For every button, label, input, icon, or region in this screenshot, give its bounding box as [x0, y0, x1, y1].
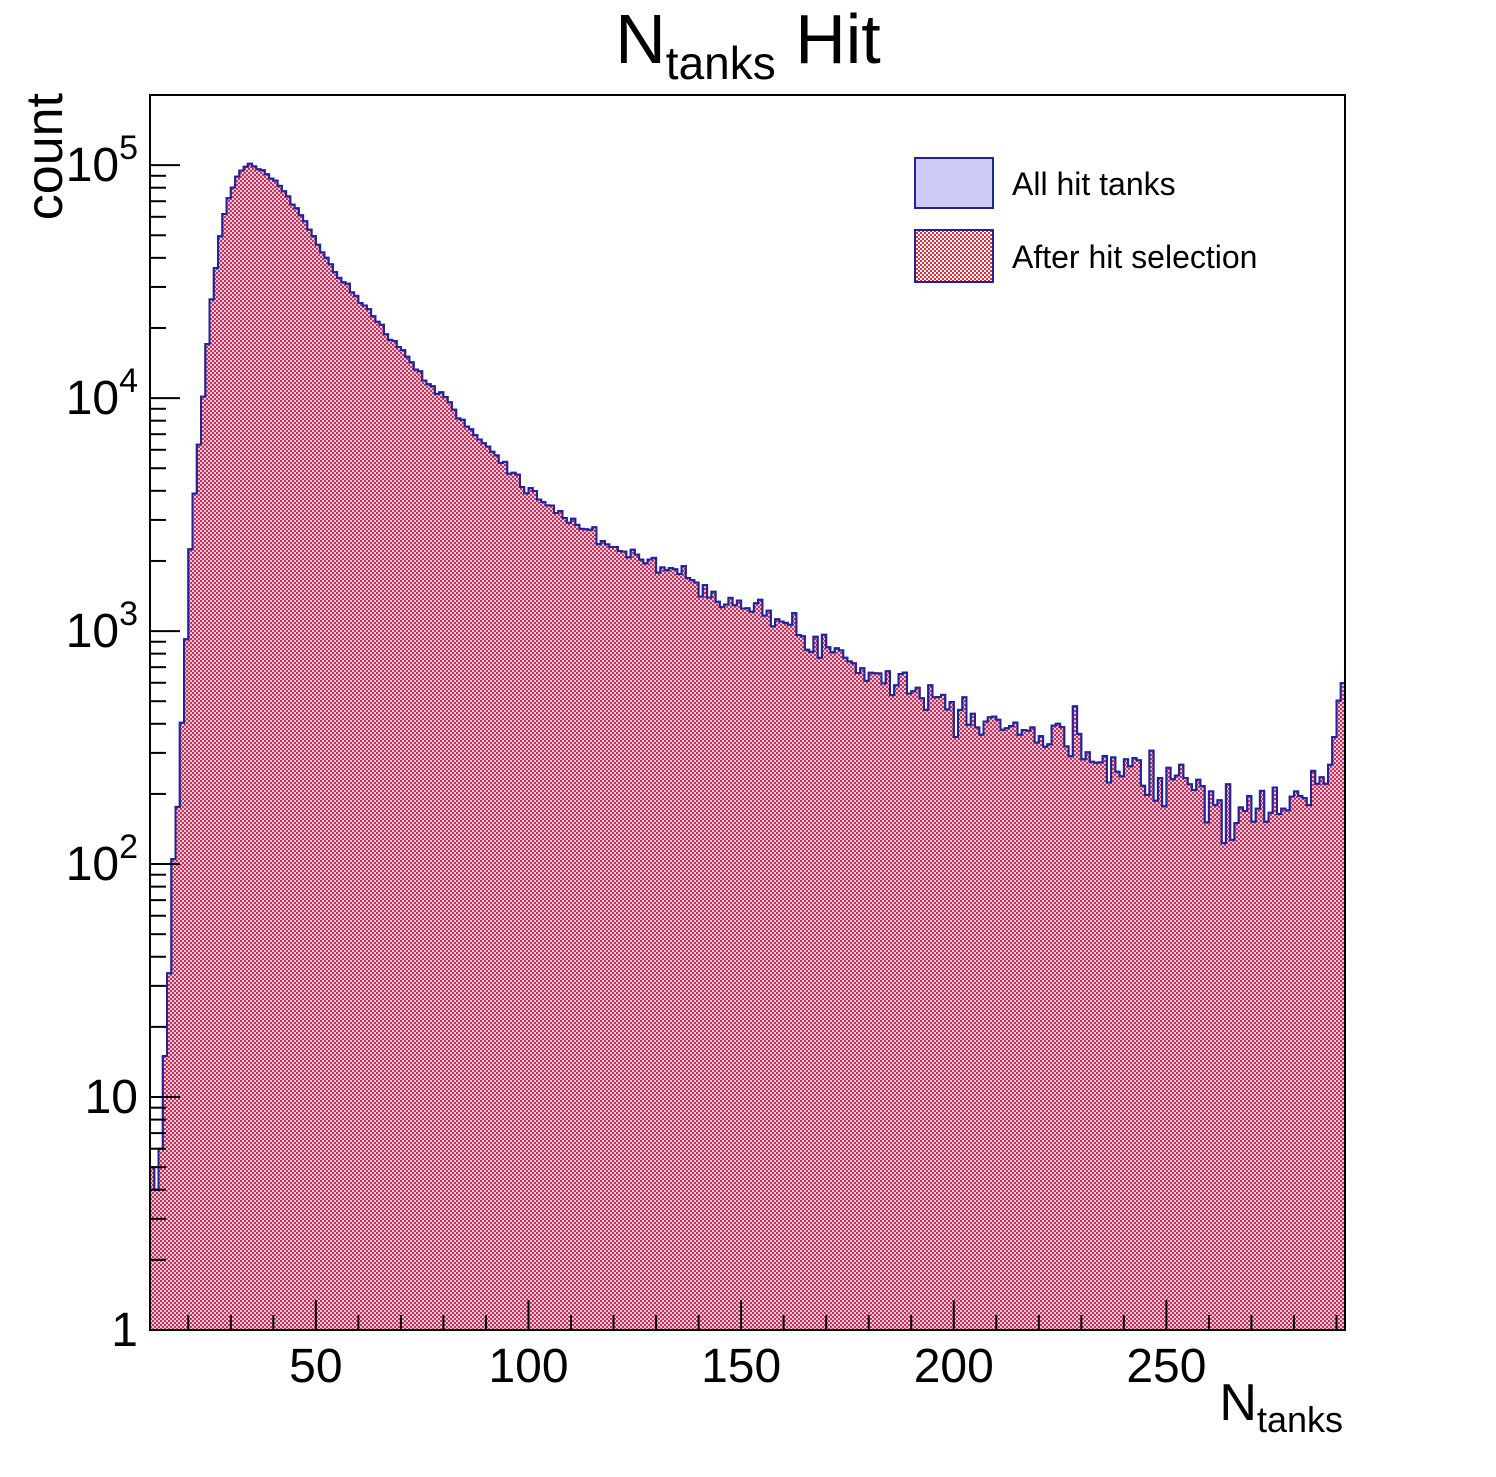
legend-swatch-after-hit-selection [914, 229, 994, 283]
y-axis-tick-labels: 1 10 102 103 104 105 [66, 129, 138, 1357]
legend-label-all-hit-tanks: All hit tanks [1012, 166, 1176, 202]
legend-swatch-all-hit-tanks [914, 157, 994, 209]
legend: All hit tanks After hit selection [914, 157, 1257, 283]
plot-title-subscript: tanks [666, 37, 776, 89]
plot-frame [149, 94, 1346, 1331]
plot-title-prefix: N [615, 0, 666, 78]
x-tick-label: 50 [289, 1340, 342, 1393]
legend-label-after-hit-selection: After hit selection [1012, 239, 1257, 275]
y-tick-label: 105 [66, 129, 138, 192]
x-tick-label: 100 [488, 1340, 568, 1393]
axis-ticks [150, 94, 1338, 1331]
y-tick-label: 1 [111, 1304, 138, 1357]
x-tick-label: 200 [914, 1340, 994, 1393]
x-axis-title-prefix: N [1219, 1374, 1257, 1432]
plot-title-suffix: Hit [776, 0, 881, 78]
y-tick-label: 104 [66, 362, 138, 425]
y-tick-label: 10 [85, 1071, 138, 1124]
x-axis-title: Ntanks [1219, 1374, 1343, 1440]
y-tick-label: 102 [66, 828, 138, 891]
y-axis-title: count [16, 92, 74, 220]
plot-title: Ntanks Hit [615, 0, 881, 89]
x-tick-label: 250 [1126, 1340, 1206, 1393]
x-tick-label: 150 [701, 1340, 781, 1393]
y-tick-label: 103 [66, 595, 138, 658]
x-axis-title-subscript: tanks [1257, 1399, 1343, 1440]
x-axis-tick-labels: 50 100 150 200 250 [289, 1340, 1206, 1393]
after-hit-selection-histogram [149, 162, 1346, 1331]
